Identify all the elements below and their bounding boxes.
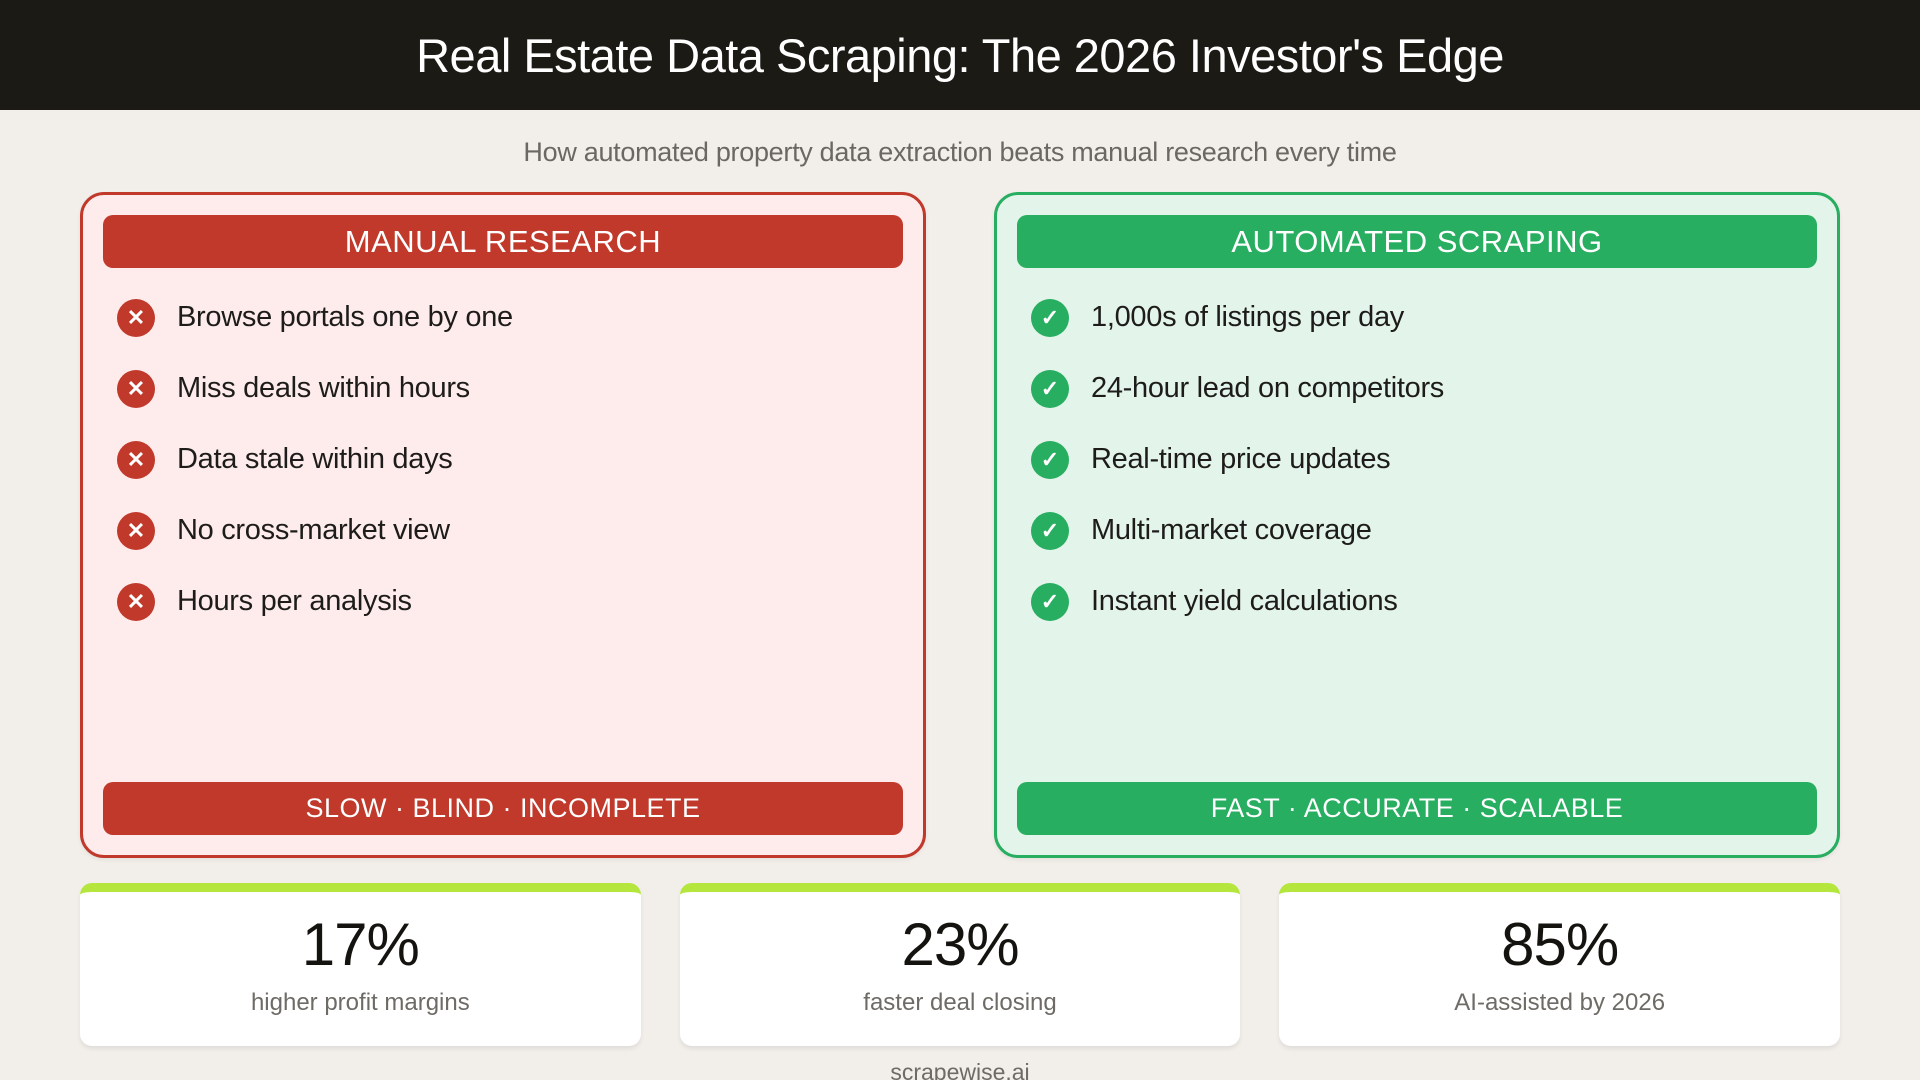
stat-card-profit: 17% higher profit margins bbox=[80, 883, 641, 1046]
brand-footer: scrapewise.ai bbox=[890, 1059, 1030, 1080]
comparison-section: MANUAL RESEARCH ✕ Browse portals one by … bbox=[0, 192, 1920, 858]
check-icon: ✓ bbox=[1031, 582, 1069, 621]
stat-label: higher profit margins bbox=[250, 989, 470, 1016]
list-item: ✕ Hours per analysis bbox=[117, 566, 889, 637]
manual-panel-footer: SLOW · BLIND · INCOMPLETE bbox=[103, 782, 903, 835]
automated-scraping-panel: AUTOMATED SCRAPING ✓ 1,000s of listings … bbox=[994, 192, 1840, 858]
x-icon: ✕ bbox=[117, 440, 155, 479]
page-subtitle: How automated property data extraction b… bbox=[523, 137, 1397, 167]
page-title: Real Estate Data Scraping: The 2026 Inve… bbox=[416, 28, 1504, 82]
x-icon: ✕ bbox=[117, 511, 155, 550]
list-item: ✓ Instant yield calculations bbox=[1031, 566, 1803, 637]
stat-card-ai: 85% AI-assisted by 2026 bbox=[1279, 883, 1841, 1046]
list-item-label: Browse portals one by one bbox=[177, 301, 513, 333]
list-item-label: Data stale within days bbox=[177, 443, 453, 475]
list-item-label: Multi-market coverage bbox=[1091, 514, 1372, 546]
list-item: ✓ 24-hour lead on competitors bbox=[1031, 353, 1803, 424]
automated-panel-footer: FAST · ACCURATE · SCALABLE bbox=[1017, 782, 1817, 835]
list-item-label: Miss deals within hours bbox=[177, 372, 470, 404]
list-item-label: Hours per analysis bbox=[177, 585, 412, 617]
check-icon: ✓ bbox=[1031, 298, 1069, 337]
list-item: ✕ Browse portals one by one bbox=[117, 282, 889, 353]
list-item: ✓ Real-time price updates bbox=[1031, 424, 1803, 495]
list-item: ✓ Multi-market coverage bbox=[1031, 495, 1803, 566]
check-icon: ✓ bbox=[1031, 511, 1069, 550]
check-icon: ✓ bbox=[1031, 369, 1069, 408]
list-item: ✓ 1,000s of listings per day bbox=[1031, 282, 1803, 353]
title-bar: Real Estate Data Scraping: The 2026 Inve… bbox=[0, 0, 1920, 110]
list-item-label: No cross-market view bbox=[177, 514, 450, 546]
list-item-label: 1,000s of listings per day bbox=[1091, 301, 1404, 333]
automated-panel-header: AUTOMATED SCRAPING bbox=[1017, 215, 1817, 268]
list-item-label: Instant yield calculations bbox=[1091, 585, 1398, 617]
stat-value: 17% bbox=[301, 911, 420, 978]
list-item-label: Real-time price updates bbox=[1091, 443, 1391, 475]
check-icon: ✓ bbox=[1031, 440, 1069, 479]
stat-value: 85% bbox=[1501, 911, 1619, 978]
automated-item-list: ✓ 1,000s of listings per day ✓ 24-hour l… bbox=[1017, 282, 1817, 782]
stat-label: faster deal closing bbox=[863, 989, 1057, 1016]
x-icon: ✕ bbox=[117, 298, 155, 337]
stat-label: AI-assisted by 2026 bbox=[1454, 989, 1666, 1016]
x-icon: ✕ bbox=[117, 582, 155, 621]
stat-value: 23% bbox=[901, 911, 1019, 978]
list-item-label: 24-hour lead on competitors bbox=[1091, 372, 1444, 404]
list-item: ✕ No cross-market view bbox=[117, 495, 889, 566]
stat-card-closing: 23% faster deal closing bbox=[679, 883, 1241, 1046]
manual-item-list: ✕ Browse portals one by one ✕ Miss deals… bbox=[103, 282, 903, 782]
manual-panel-header: MANUAL RESEARCH bbox=[103, 215, 903, 268]
stats-section: 17% higher profit margins 23% faster dea… bbox=[0, 883, 1920, 1046]
manual-research-panel: MANUAL RESEARCH ✕ Browse portals one by … bbox=[80, 192, 926, 858]
x-icon: ✕ bbox=[117, 369, 155, 408]
list-item: ✕ Miss deals within hours bbox=[117, 353, 889, 424]
list-item: ✕ Data stale within days bbox=[117, 424, 889, 495]
